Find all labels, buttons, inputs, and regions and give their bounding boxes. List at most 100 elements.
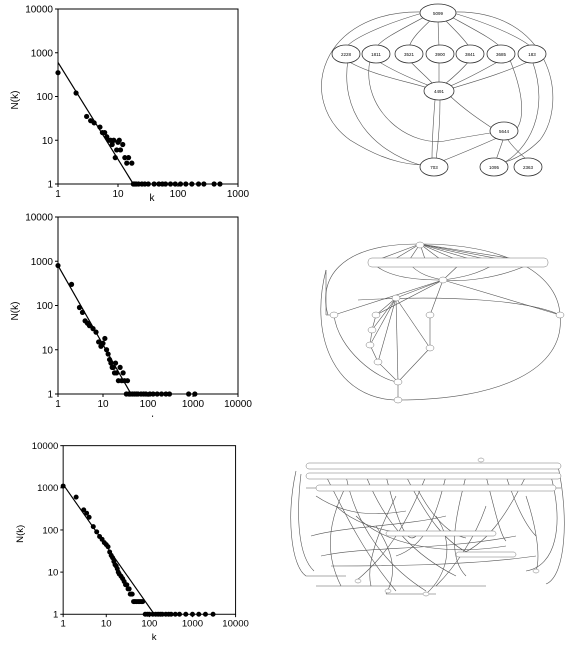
graph-node (425, 344, 435, 352)
data-point (210, 611, 216, 617)
data-point (76, 304, 83, 311)
graph-node (513, 157, 543, 177)
data-point (201, 181, 207, 187)
network-graph-1-edges (321, 11, 554, 166)
graph-node (371, 311, 381, 319)
chart-2: N(k) k 1 10 100 1000 10000 1 10 100 1000 10000 (10, 213, 252, 418)
data-point (202, 611, 208, 617)
graph-node (329, 311, 339, 319)
x-tick-label: 1 (55, 399, 61, 410)
x-tick-label: 1 (55, 189, 61, 200)
data-point (111, 137, 117, 143)
y-tick-label: 100 (42, 525, 58, 536)
graph-node (393, 396, 403, 404)
data-point (91, 120, 97, 126)
chart-3-xlabel: k (152, 632, 157, 643)
y-tick-label: 10000 (25, 5, 53, 16)
y-tick-label: 100 (36, 92, 53, 103)
graph-node (477, 457, 485, 463)
graph-node (361, 44, 391, 64)
data-point (97, 124, 103, 130)
graph-node (354, 578, 362, 584)
y-tick-label: 100 (36, 301, 53, 312)
graph-node (455, 44, 485, 64)
graph-node (393, 378, 403, 386)
graph-node-label: 2363 (523, 165, 534, 170)
y-tick-label: 1 (53, 610, 58, 621)
graph-node-row (385, 530, 497, 537)
fit-line (62, 484, 155, 615)
y-tick-label: 10000 (25, 213, 53, 224)
data-point (96, 339, 102, 345)
x-tick-label: 100 (140, 399, 157, 410)
plot-frame (62, 445, 237, 615)
data-point (126, 586, 132, 592)
data-point (124, 160, 130, 166)
data-point (86, 323, 93, 329)
data-point (140, 599, 146, 605)
data-point (86, 514, 92, 520)
graph-node (517, 44, 547, 64)
chart-3: N(k) k 1 10 100 1000 10000 1 10 100 1000 10000 (15, 441, 249, 643)
graph-node (394, 44, 424, 64)
graph-node-label: 183 (528, 52, 536, 57)
graph-node-row (315, 484, 557, 492)
y-tick-label: 10 (42, 136, 54, 147)
graph-node-label: 5644 (499, 129, 510, 134)
data-point (125, 155, 132, 161)
network-graph-2-edges (320, 243, 561, 401)
data-point (167, 181, 174, 187)
data-point (172, 181, 178, 187)
data-point (68, 281, 75, 287)
chart-2-ylabel: N(k) (10, 302, 21, 321)
graph-node-row (305, 472, 562, 480)
data-point (211, 181, 217, 187)
data-point (166, 391, 173, 397)
data-point (168, 611, 174, 617)
graph-node (331, 44, 361, 64)
graph-node (425, 44, 455, 64)
data-point (159, 611, 165, 617)
graph-node (373, 358, 383, 366)
data-point (110, 364, 116, 370)
graph-node (367, 326, 377, 334)
y-tick-label: 1000 (31, 257, 54, 268)
data-point (84, 113, 90, 120)
x-tick-label: 10 (112, 189, 124, 200)
graph-node (479, 157, 509, 177)
data-point (192, 391, 198, 397)
graph-node (422, 591, 430, 597)
graph-node-label: 4491 (434, 89, 445, 94)
x-tick-label: 10 (97, 399, 109, 410)
graph-node (391, 294, 401, 302)
data-point (100, 340, 106, 346)
data-point (177, 611, 182, 617)
graph-node (489, 121, 519, 141)
data-point (73, 90, 79, 96)
graph-node (532, 568, 540, 574)
data-point (116, 137, 122, 143)
data-point (162, 181, 169, 187)
data-point (122, 155, 128, 161)
y-tick-label: 10 (48, 567, 59, 578)
data-point (117, 364, 123, 370)
data-point (60, 483, 66, 489)
chart-1-ylabel: N(k) (10, 91, 21, 110)
x-tick-label: 10 (101, 619, 112, 630)
graph-node-label: 1811 (371, 52, 381, 57)
data-point (183, 181, 189, 187)
chart-3-ylabel: N(k) (15, 525, 26, 543)
data-point (90, 326, 96, 332)
graph-node-label: 2228 (341, 52, 352, 57)
graph-node-row (455, 551, 517, 558)
data-point (112, 155, 118, 161)
graph-node (423, 81, 455, 101)
data-point (146, 611, 152, 617)
y-tick-label: 10000 (32, 441, 59, 452)
x-tick-label: 10000 (224, 399, 252, 410)
graph-node-label: 3685 (496, 52, 507, 57)
data-point (105, 544, 111, 550)
data-point (186, 391, 192, 397)
data-point (129, 160, 135, 166)
y-tick-label: 1 (47, 390, 53, 401)
